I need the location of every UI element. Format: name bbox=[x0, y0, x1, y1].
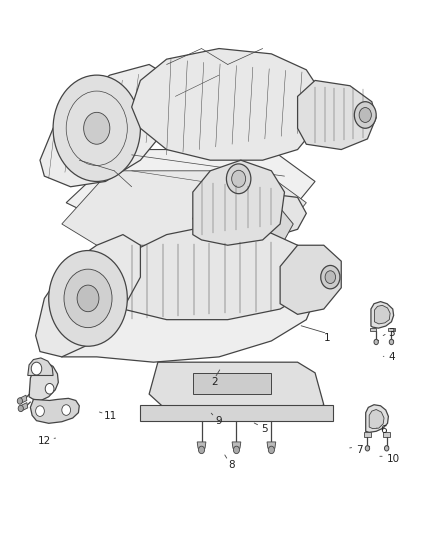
Polygon shape bbox=[267, 442, 276, 448]
Circle shape bbox=[365, 446, 370, 451]
Text: 10: 10 bbox=[387, 455, 400, 464]
Circle shape bbox=[53, 75, 141, 181]
Polygon shape bbox=[232, 442, 241, 448]
Polygon shape bbox=[383, 432, 390, 437]
Polygon shape bbox=[149, 362, 324, 415]
Polygon shape bbox=[280, 245, 341, 314]
Polygon shape bbox=[370, 328, 376, 332]
Circle shape bbox=[31, 362, 42, 375]
Polygon shape bbox=[35, 235, 141, 357]
Polygon shape bbox=[97, 224, 315, 320]
Text: 9: 9 bbox=[215, 416, 223, 426]
Polygon shape bbox=[40, 64, 175, 187]
Circle shape bbox=[18, 405, 23, 411]
Text: 5: 5 bbox=[261, 424, 268, 434]
Polygon shape bbox=[369, 409, 384, 429]
Text: 4: 4 bbox=[388, 352, 395, 362]
Circle shape bbox=[389, 340, 394, 345]
Polygon shape bbox=[193, 192, 306, 240]
Text: 12: 12 bbox=[38, 436, 51, 446]
Polygon shape bbox=[210, 203, 293, 251]
Circle shape bbox=[45, 383, 54, 394]
Text: 1: 1 bbox=[324, 333, 331, 343]
Polygon shape bbox=[66, 150, 315, 224]
Polygon shape bbox=[364, 432, 371, 437]
Circle shape bbox=[359, 108, 371, 123]
Text: 3: 3 bbox=[388, 328, 395, 338]
Circle shape bbox=[374, 340, 378, 345]
Circle shape bbox=[268, 446, 275, 454]
Circle shape bbox=[17, 398, 22, 404]
Polygon shape bbox=[28, 358, 53, 375]
Circle shape bbox=[226, 164, 251, 193]
Polygon shape bbox=[53, 256, 315, 362]
Polygon shape bbox=[193, 160, 285, 245]
Polygon shape bbox=[297, 80, 376, 150]
Circle shape bbox=[84, 112, 110, 144]
Circle shape bbox=[49, 251, 127, 346]
Polygon shape bbox=[371, 302, 394, 328]
Circle shape bbox=[233, 446, 240, 454]
Polygon shape bbox=[30, 398, 79, 423]
Circle shape bbox=[64, 269, 112, 328]
Polygon shape bbox=[20, 402, 28, 411]
Circle shape bbox=[77, 285, 99, 312]
Circle shape bbox=[325, 271, 336, 284]
Polygon shape bbox=[197, 442, 206, 448]
Text: 11: 11 bbox=[104, 411, 117, 422]
Circle shape bbox=[62, 405, 71, 415]
Polygon shape bbox=[29, 364, 58, 400]
Polygon shape bbox=[193, 373, 272, 394]
Circle shape bbox=[35, 406, 44, 416]
Circle shape bbox=[218, 264, 225, 272]
Circle shape bbox=[232, 170, 246, 187]
Polygon shape bbox=[268, 256, 275, 266]
Text: 6: 6 bbox=[381, 425, 387, 435]
Circle shape bbox=[321, 265, 340, 289]
Polygon shape bbox=[132, 49, 324, 160]
Polygon shape bbox=[366, 405, 389, 432]
Polygon shape bbox=[389, 328, 395, 332]
Circle shape bbox=[354, 102, 376, 128]
Polygon shape bbox=[141, 405, 332, 421]
Polygon shape bbox=[217, 256, 225, 266]
Circle shape bbox=[198, 446, 205, 454]
Text: 8: 8 bbox=[228, 460, 234, 470]
Text: 7: 7 bbox=[356, 445, 363, 455]
Circle shape bbox=[385, 446, 389, 451]
Polygon shape bbox=[62, 171, 306, 245]
Polygon shape bbox=[19, 395, 27, 403]
Polygon shape bbox=[374, 305, 390, 324]
Text: 2: 2 bbox=[211, 377, 218, 387]
